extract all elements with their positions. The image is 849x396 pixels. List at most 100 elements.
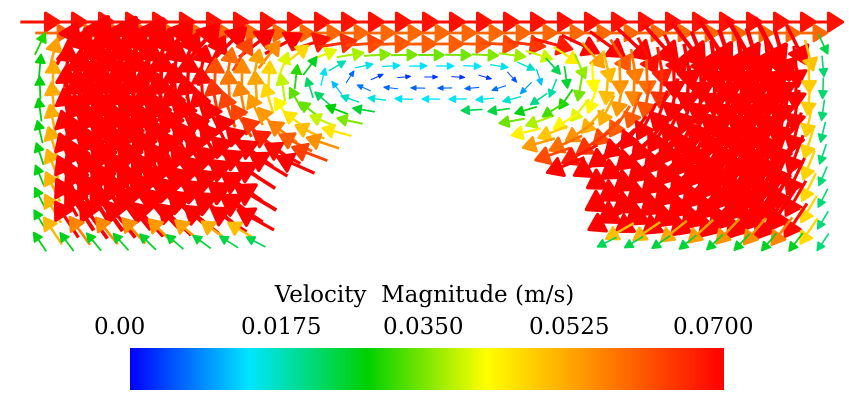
velocity-arrow	[42, 216, 63, 245]
velocity-arrow	[34, 97, 45, 122]
velocity-arrow	[34, 53, 46, 78]
velocity-arrow	[382, 62, 401, 70]
velocity-arrow	[514, 105, 538, 117]
velocity-arrow	[209, 11, 251, 33]
velocity-arrow	[275, 152, 316, 175]
velocity-arrow	[816, 233, 830, 252]
velocity-arrow	[533, 11, 575, 33]
velocity-arrow	[506, 71, 518, 83]
velocity-arrow	[273, 96, 293, 123]
colorbar-tick-label: 0.0350	[383, 314, 464, 340]
velocity-arrow	[521, 136, 556, 153]
velocity-arrows	[20, 11, 845, 252]
velocity-arrow	[332, 23, 370, 43]
velocity-arrow	[345, 70, 355, 84]
velocity-arrow	[302, 56, 318, 76]
velocity-arrow	[452, 11, 494, 33]
velocity-arrow	[597, 94, 616, 126]
velocity-arrow	[291, 142, 328, 163]
velocity-arrow	[33, 164, 46, 187]
velocity-arrow	[489, 62, 509, 71]
velocity-arrow	[263, 11, 305, 33]
velocity-arrow	[623, 235, 644, 249]
velocity-arrow	[86, 232, 102, 252]
velocity-arrow	[697, 18, 734, 71]
velocity-arrow	[231, 37, 254, 72]
velocity-arrow	[600, 150, 640, 180]
velocity-arrow	[788, 232, 804, 252]
velocity-arrow	[59, 232, 75, 252]
velocity-arrow	[20, 11, 62, 33]
velocity-arrow	[517, 61, 536, 71]
velocity-arrow	[669, 155, 707, 198]
velocity-arrow	[817, 166, 828, 187]
velocity-arrow	[560, 11, 602, 33]
velocity-arrow	[801, 61, 817, 94]
velocity-arrow	[336, 47, 365, 61]
velocity-arrow	[818, 55, 829, 78]
velocity-arrow	[817, 99, 828, 122]
velocity-arrow	[425, 11, 467, 33]
velocity-arrow	[670, 21, 707, 68]
velocity-arrow	[359, 23, 397, 43]
velocity-arrow	[697, 202, 732, 238]
velocity-arrow	[294, 122, 325, 140]
velocity-arrow	[636, 80, 656, 119]
velocity-arrow	[800, 105, 816, 138]
velocity-arrow	[440, 23, 478, 43]
velocity-arrow	[467, 23, 505, 43]
velocity-arrow	[487, 105, 510, 116]
velocity-arrow	[480, 34, 519, 54]
velocity-arrow	[636, 36, 660, 74]
velocity-arrow	[165, 234, 184, 250]
velocity-arrow	[663, 56, 686, 100]
velocity-arrow	[451, 74, 466, 80]
velocity-arrow	[33, 119, 45, 144]
velocity-arrow	[319, 67, 328, 86]
velocity-arrow	[581, 41, 606, 69]
velocity-arrow	[370, 73, 384, 81]
velocity-arrow	[394, 95, 413, 103]
velocity-arrow	[799, 195, 818, 224]
velocity-arrow	[818, 77, 828, 100]
velocity-arrow	[733, 233, 751, 252]
velocity-arrow	[448, 95, 467, 103]
velocity-arrow	[725, 201, 758, 240]
velocity-arrow	[715, 217, 741, 245]
velocity-arrow	[445, 48, 472, 62]
velocity-arrow	[660, 99, 685, 144]
velocity-arrow	[547, 78, 558, 98]
velocity-arrow	[257, 40, 281, 70]
velocity-arrow	[436, 62, 455, 70]
velocity-arrow	[275, 73, 290, 102]
velocity-arrow	[760, 232, 777, 252]
velocity-arrow	[391, 48, 418, 62]
velocity-arrow	[534, 146, 571, 165]
velocity-arrow	[34, 32, 47, 56]
velocity-arrow	[678, 234, 698, 250]
velocity-arrow	[575, 131, 610, 155]
velocity-arrow	[372, 34, 411, 54]
velocity-arrow	[803, 11, 845, 33]
velocity-arrow	[336, 114, 363, 127]
velocity-arrow	[614, 207, 653, 233]
velocity-arrow	[572, 153, 613, 178]
velocity-arrow	[584, 84, 599, 114]
velocity-arrow	[305, 133, 340, 150]
velocity-arrow	[290, 64, 303, 90]
velocity-arrow	[816, 210, 829, 230]
velocity-arrow	[776, 11, 818, 33]
velocity-arrow	[510, 125, 541, 141]
velocity-arrow	[397, 74, 412, 80]
velocity-arrow	[304, 77, 314, 99]
velocity-arrow	[799, 217, 819, 245]
velocity-arrow	[525, 115, 553, 129]
velocity-arrow	[325, 103, 349, 115]
velocity-arrow	[742, 217, 767, 246]
velocity-arrow	[561, 65, 572, 89]
velocity-arrow	[695, 176, 734, 221]
velocity-arrow	[219, 235, 239, 249]
velocity-arrow	[460, 105, 483, 116]
velocity-arrow	[573, 75, 586, 102]
velocity-arrow	[598, 72, 615, 106]
